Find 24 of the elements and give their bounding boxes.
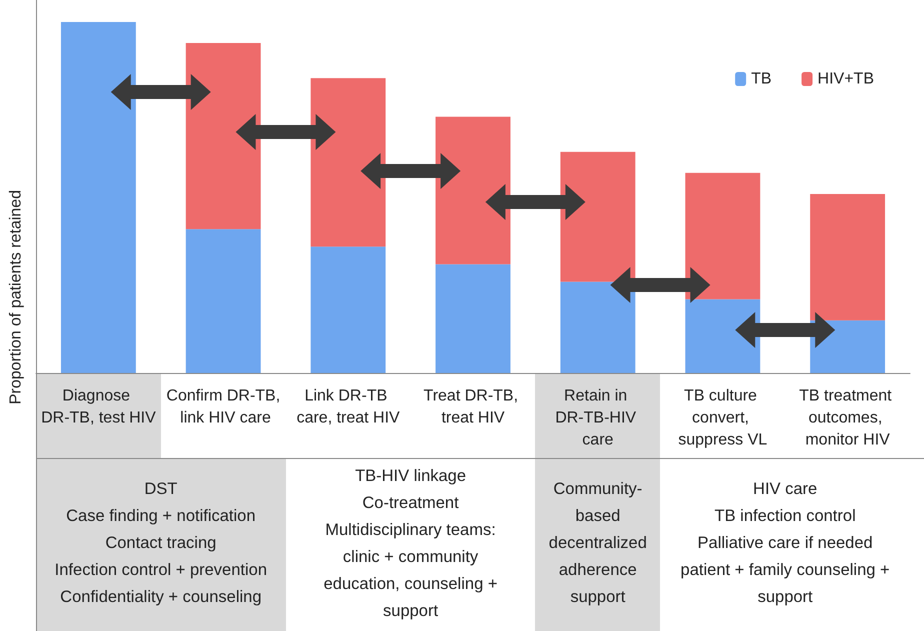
- bar: [186, 229, 261, 373]
- bar: [436, 264, 510, 373]
- x-tick-label: TB culture convert, suppress VL: [678, 388, 768, 448]
- x-tick-label: Link DR-TB care, treat HIV: [296, 388, 400, 426]
- text: TB-HIV linkage Co-treatment Multidisciplinary teams: clinic + community education, counseling + support: [322, 466, 498, 622]
- x-tick-label: Confirm DR-TB, link HIV care: [166, 388, 280, 426]
- bar: [436, 116, 510, 264]
- text: HIV care TB infection control Palliative care if needed patient + family counseling + support: [680, 479, 890, 608]
- x-tick-label: Retain in DR-TB-HIV care: [555, 388, 641, 448]
- text: Community-based decentralized adherence support: [548, 479, 648, 608]
- bar: [685, 172, 760, 300]
- y-axis-title: Proportion of patients retained: [8, 190, 24, 404]
- legend-label: HIV+TB: [818, 70, 874, 88]
- x-tick-label: TB treatment outcomes, monitor HIV: [799, 388, 896, 448]
- bar: [186, 43, 261, 230]
- bar: [310, 246, 386, 373]
- text: DST Case finding + notification Contact tracing Infection control + prevention Confidentiality + counseling: [54, 479, 268, 608]
- bar: [560, 152, 636, 282]
- x-tick-label: Treat DR-TB, treat HIV: [424, 388, 522, 426]
- bar: [810, 194, 886, 320]
- legend-label: TB: [751, 70, 772, 88]
- bar: [685, 299, 760, 373]
- x-tick-label: Diagnose DR-TB, test HIV: [41, 388, 156, 426]
- bar: [310, 78, 386, 247]
